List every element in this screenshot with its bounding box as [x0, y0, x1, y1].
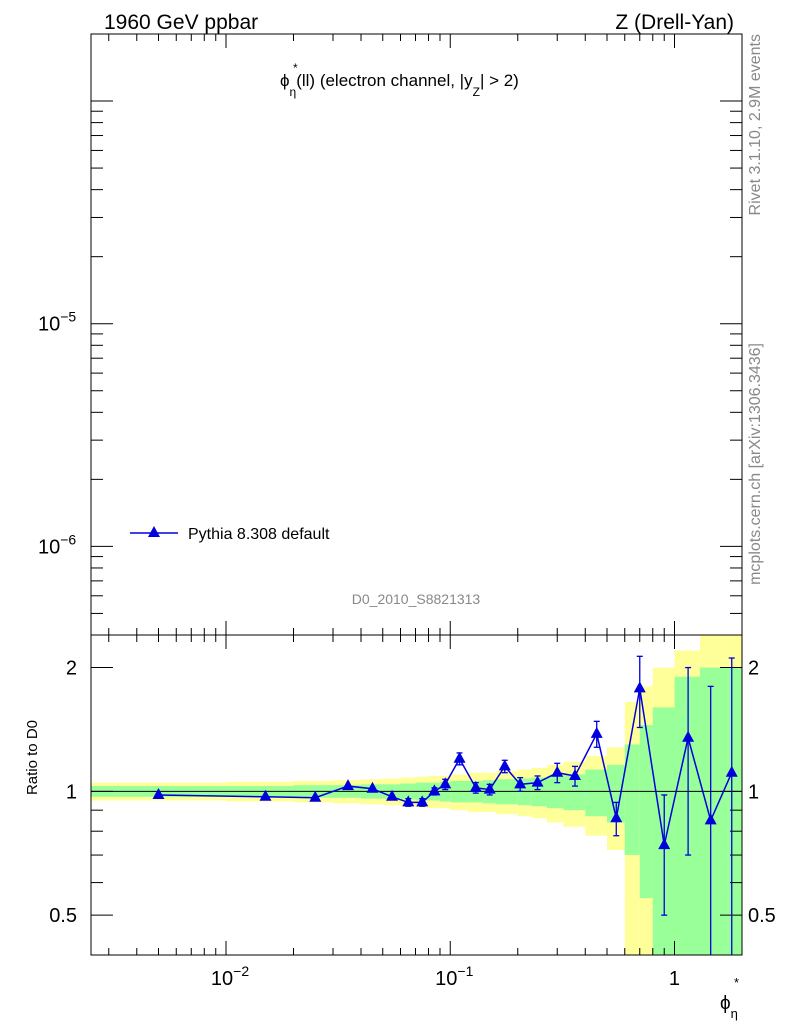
main-y-tick-label: 10−6 [38, 531, 76, 558]
rivet-version-label: Rivet 3.1.10, 2.9M events [747, 34, 764, 215]
mcplots-site-label: mcplots.cern.ch [arXiv:1306.3436] [747, 343, 764, 585]
main-panel-title: ϕη(ll) (electron channel, |yZ| > 2) [280, 71, 519, 99]
data-point-marker [704, 813, 717, 825]
green-band-bin [585, 769, 607, 817]
green-band-bin [546, 775, 564, 809]
x-axis-label-star: * [734, 975, 739, 990]
data-point-marker [610, 811, 623, 823]
data-point-marker [590, 726, 603, 738]
analysis-id: D0_2010_S8821313 [352, 591, 481, 607]
data-point-marker [633, 681, 646, 693]
tick-labels: 10−6 10−5 0.5 0.5 1 1 2 2 10−2 10−1 1 [38, 309, 776, 990]
data-point-marker [416, 795, 429, 807]
main-y-tick-label: 10−5 [38, 309, 76, 336]
green-band-bin [639, 724, 653, 899]
ratio-ylabel: Ratio to D0 [24, 720, 41, 795]
green-band-bin [624, 744, 640, 856]
data-point-marker [342, 779, 355, 791]
mc-series [152, 655, 738, 955]
data-point-marker [498, 759, 511, 771]
green-band-bin [606, 764, 625, 823]
ratio-y-tick-label-left: 2 [66, 658, 77, 680]
green-band-bin [700, 667, 727, 955]
ratio-y-tick-label-left: 1 [66, 781, 77, 803]
legend: Pythia 8.308 default [130, 526, 330, 543]
x-tick-label: 10−2 [211, 963, 249, 990]
ratio-y-tick-label-right: 1 [748, 781, 759, 803]
data-point-marker [453, 751, 466, 763]
ratio-y-tick-label-left: 0.5 [49, 905, 77, 927]
ratio-panel-frame [90, 634, 743, 956]
data-point-marker [309, 790, 322, 802]
data-point-marker [439, 777, 452, 789]
data-point-marker [725, 765, 738, 777]
ratio-y-tick-label-right: 2 [748, 658, 759, 680]
main-title-star: * [293, 61, 298, 75]
legend-marker [148, 526, 160, 537]
green-band-bin [563, 774, 586, 811]
data-point-marker [386, 789, 399, 801]
process-label: Z (Drell-Yan) [615, 11, 734, 34]
data-point-marker [259, 789, 272, 801]
data-point-marker [483, 782, 496, 794]
ratio-y-tick-label-right: 0.5 [748, 905, 776, 927]
axes-group [90, 33, 743, 956]
data-point-marker [152, 787, 165, 799]
tick-marks [91, 33, 743, 956]
main-panel-frame [90, 33, 743, 636]
x-tick-label: 10−1 [435, 963, 473, 990]
data-point-marker [514, 777, 527, 789]
data-point-marker [428, 784, 441, 796]
data-point-marker [682, 730, 695, 742]
x-tick-label: 1 [669, 968, 680, 990]
green-band-bin [726, 667, 742, 955]
data-point-marker [469, 780, 482, 792]
data-point-marker [366, 781, 379, 793]
data-point-marker [531, 775, 544, 787]
data-point-marker [402, 795, 415, 807]
energy-label: 1960 GeV ppbar [104, 11, 258, 34]
data-point-marker [568, 768, 581, 780]
data-point-marker [551, 765, 564, 777]
green-band-bin [674, 676, 701, 955]
legend-entry: Pythia 8.308 default [188, 526, 330, 543]
x-axis-label: ϕη [720, 993, 738, 1021]
data-point-marker [658, 838, 671, 850]
